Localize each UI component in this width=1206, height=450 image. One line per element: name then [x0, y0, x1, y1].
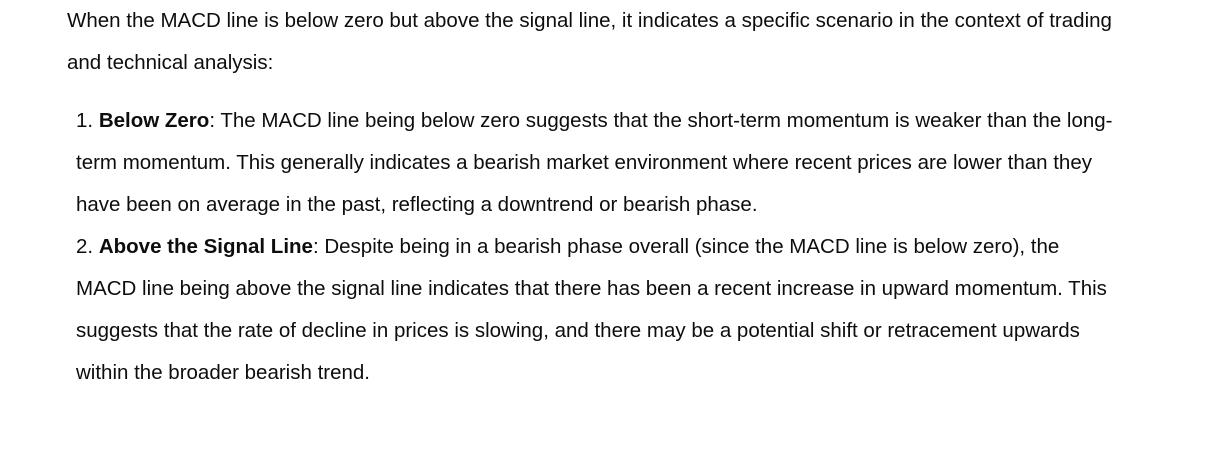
list-item-separator: : [312, 235, 319, 258]
list-item-term: Above the Signal Line [98, 235, 313, 258]
list-item-number: 1. [76, 109, 94, 132]
list-item-term: Below Zero [98, 109, 210, 132]
assistant-message: When the MACD line is below zero but abo… [67, 0, 1117, 394]
intro-paragraph: When the MACD line is below zero but abo… [67, 9, 1112, 74]
list-item: 2. Above the Signal Line: Despite being … [76, 226, 1117, 394]
numbered-list: 1. Below Zero: The MACD line being below… [67, 100, 1117, 394]
list-item-text: The MACD line being below zero suggests … [76, 109, 1113, 216]
list-item: 1. Below Zero: The MACD line being below… [76, 100, 1117, 226]
list-item-separator: : [209, 109, 216, 132]
list-item-number: 2. [76, 235, 94, 258]
list-item-text: Despite being in a bearish phase overall… [76, 235, 1107, 384]
